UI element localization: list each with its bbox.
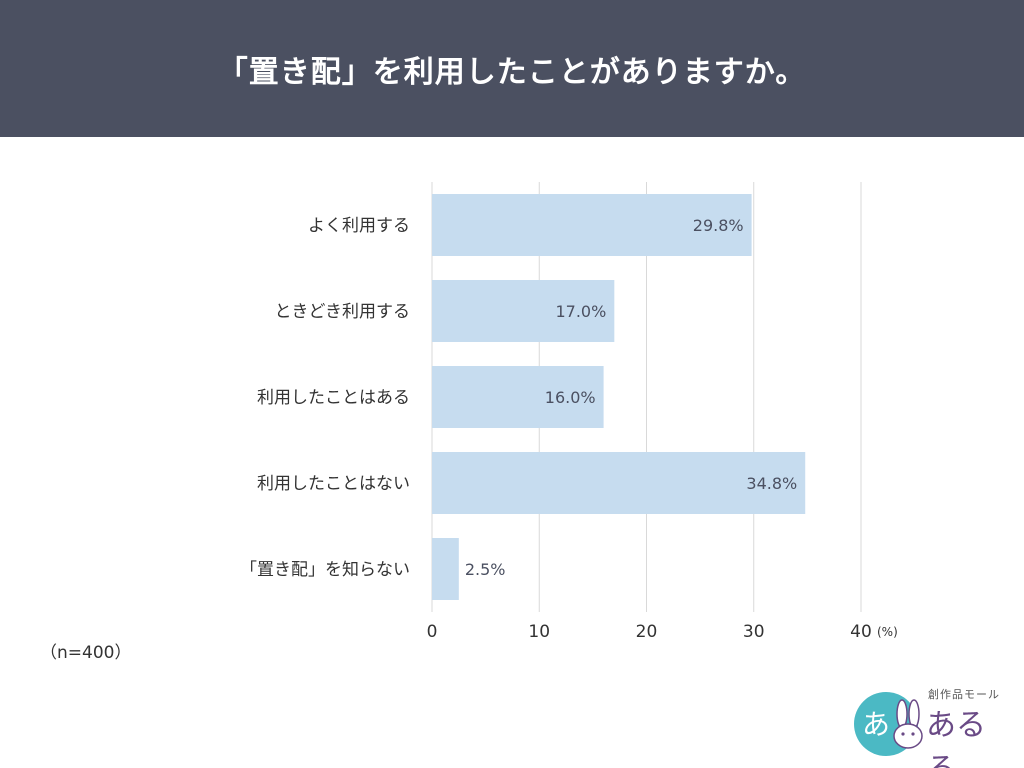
- brand-tagline: 創作品モール: [928, 688, 1000, 701]
- sample-size-note: （n=400）: [40, 643, 132, 663]
- category-label: 「置き配」を知らない: [240, 560, 410, 580]
- brand-name: あるる: [926, 708, 986, 768]
- x-unit-label: (%): [877, 625, 898, 639]
- category-label: ときどき利用する: [275, 302, 411, 322]
- value-label: 17.0%: [555, 302, 606, 321]
- value-label: 29.8%: [693, 216, 744, 235]
- bar: [432, 452, 806, 514]
- bar: [432, 538, 459, 600]
- brand-logo-letter: あ: [862, 708, 890, 741]
- page-title: 「置き配」を利用したことがありますか。: [217, 54, 807, 90]
- x-tick-label: 40: [850, 622, 872, 642]
- bar: [432, 280, 615, 342]
- x-tick-label: 0: [427, 622, 438, 642]
- value-label: 2.5%: [465, 560, 506, 579]
- category-label: 利用したことはない: [257, 474, 410, 494]
- bar: [432, 366, 604, 428]
- brand-logo: あ 創作品モール あるる: [852, 686, 1012, 768]
- value-label: 34.8%: [746, 474, 797, 493]
- category-label: 利用したことはある: [257, 388, 410, 408]
- x-tick-label: 10: [528, 622, 550, 642]
- category-label: よく利用する: [308, 216, 410, 236]
- rabbit-logo-icon: あ: [854, 692, 923, 756]
- bar: [432, 194, 752, 256]
- x-tick-label: 30: [743, 622, 765, 642]
- x-tick-label: 20: [636, 622, 658, 642]
- value-label: 16.0%: [545, 388, 596, 407]
- header-banner: 「置き配」を利用したことがありますか。: [0, 0, 1024, 137]
